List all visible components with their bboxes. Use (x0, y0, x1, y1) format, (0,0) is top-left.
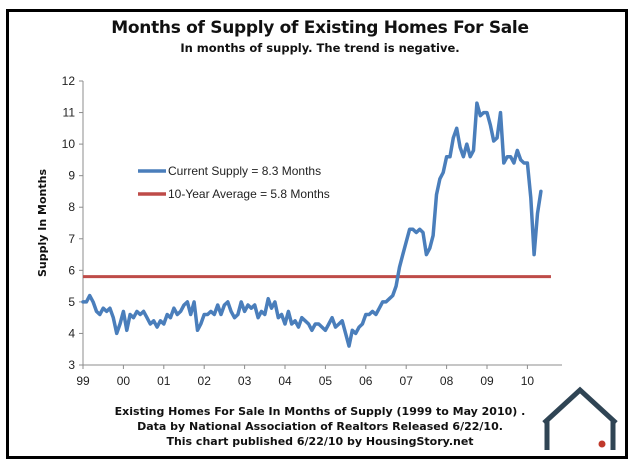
y-tick-label: 3 (68, 358, 75, 372)
y-tick-label: 12 (62, 74, 76, 88)
y-tick-label: 8 (68, 200, 75, 214)
house-accent-dot (598, 440, 606, 448)
series-group (81, 101, 551, 348)
footer-line-1: Existing Homes For Sale In Months of Sup… (114, 405, 526, 418)
y-ticks: 3 4 5 6 7 8 9 10 11 12 (62, 74, 83, 372)
x-ticks: 99 00 01 02 03 04 05 06 07 08 09 10 (76, 365, 534, 388)
x-tick-label: 09 (480, 374, 494, 388)
legend-label-average: 10-Year Average = 5.8 Months (168, 187, 330, 201)
legend-label-current-supply: Current Supply = 8.3 Months (168, 164, 321, 178)
x-tick-label: 08 (440, 374, 454, 388)
y-tick-label: 6 (68, 263, 75, 277)
x-tick-label: 04 (278, 374, 292, 388)
legend: Current Supply = 8.3 Months 10-Year Aver… (138, 164, 330, 201)
x-tick-label: 99 (76, 374, 90, 388)
y-tick-label: 7 (68, 232, 75, 246)
x-tick-label: 03 (238, 374, 252, 388)
chart-frame (6, 9, 628, 459)
footer-line-3: This chart published 6/22/10 by HousingS… (166, 435, 474, 448)
y-axis-label: Supply In Months (36, 169, 49, 277)
y-tick-label: 5 (68, 295, 75, 309)
y-tick-label: 10 (62, 137, 76, 151)
y-tick-label: 4 (68, 326, 75, 340)
x-tick-label: 00 (117, 374, 131, 388)
chart-title: Months of Supply of Existing Homes For S… (111, 18, 529, 38)
chart-subtitle: In months of supply. The trend is negati… (180, 41, 460, 55)
y-tick-label: 9 (68, 169, 75, 183)
footer-line-2: Data by National Association of Realtors… (137, 420, 503, 433)
x-tick-label: 02 (198, 374, 212, 388)
x-tick-label: 01 (157, 374, 171, 388)
x-tick-label: 05 (319, 374, 333, 388)
axes (82, 81, 562, 366)
x-tick-label: 07 (400, 374, 414, 388)
house-logo-icon (542, 386, 618, 450)
y-tick-label: 11 (63, 106, 76, 120)
x-tick-label: 10 (521, 374, 535, 388)
x-tick-label: 06 (359, 374, 373, 388)
house-roof (542, 386, 618, 425)
series-line-current-supply (81, 101, 543, 348)
